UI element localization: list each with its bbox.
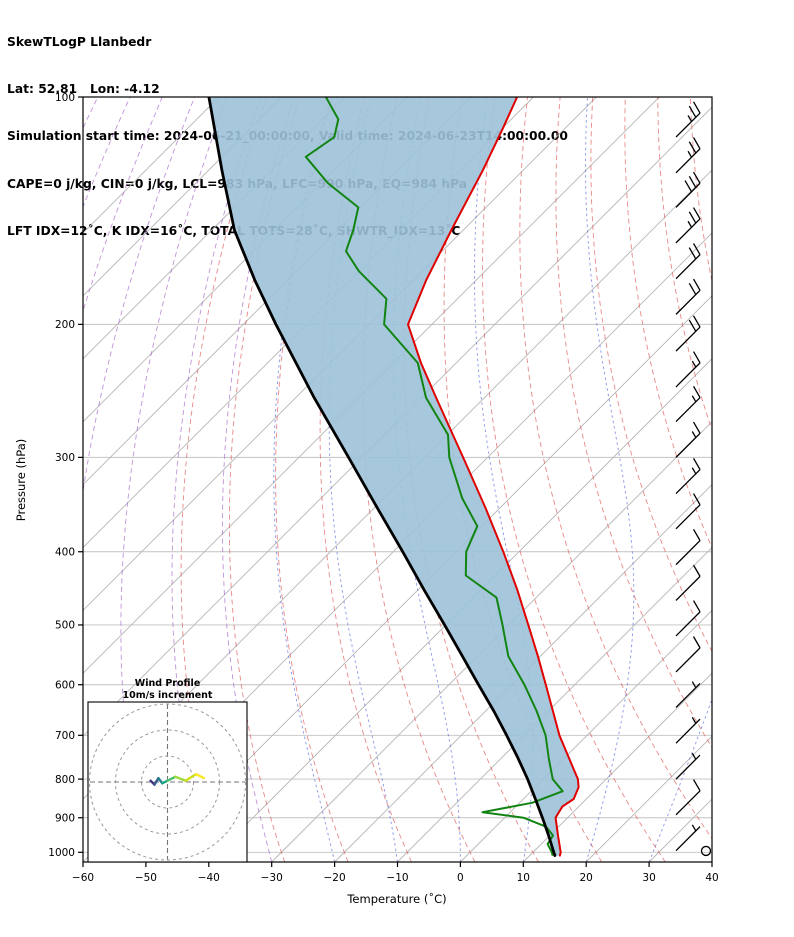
y-tick-label: 400 — [55, 547, 75, 559]
chart-title: SkewTLogP Llanbedr — [7, 34, 152, 49]
wind-barbs — [675, 101, 712, 857]
x-tick-label: 40 — [705, 872, 718, 884]
x-tick-label: 20 — [580, 872, 593, 884]
y-tick-label: 800 — [55, 774, 75, 786]
x-tick-label: −40 — [198, 872, 220, 884]
x-tick-label: 10 — [517, 872, 530, 884]
hodograph-title: Wind Profile — [135, 678, 201, 689]
x-tick-label: −60 — [72, 872, 94, 884]
hodograph-inset — [87, 701, 248, 863]
location-line: Lat: 52.81 Lon: -4.12 — [7, 81, 160, 96]
dewpoint-curve — [304, 97, 564, 856]
x-tick-label: 30 — [642, 872, 655, 884]
temperature-curve — [407, 97, 580, 857]
x-tick-label: −20 — [324, 872, 346, 884]
hodograph-subtitle: 10m/s increment — [123, 690, 213, 701]
x-tick-label: −50 — [135, 872, 157, 884]
y-tick-label: 700 — [55, 730, 75, 742]
y-tick-label: 1000 — [48, 847, 75, 859]
y-tick-label: 200 — [55, 319, 75, 331]
x-axis-title: Temperature (˚C) — [346, 891, 446, 906]
x-tick-label: 0 — [457, 872, 464, 884]
x-tick-label: −10 — [386, 872, 408, 884]
y-tick-label: 300 — [55, 452, 75, 464]
y-tick-label: 900 — [55, 813, 75, 825]
y-tick-label: 500 — [55, 620, 75, 632]
y-tick-label: 100 — [55, 92, 75, 104]
x-tick-label: −30 — [261, 872, 283, 884]
y-axis-title: Pressure (hPa) — [14, 439, 28, 522]
parcel-curve — [207, 97, 557, 857]
cape-shade — [208, 97, 579, 856]
y-tick-label: 600 — [55, 680, 75, 692]
